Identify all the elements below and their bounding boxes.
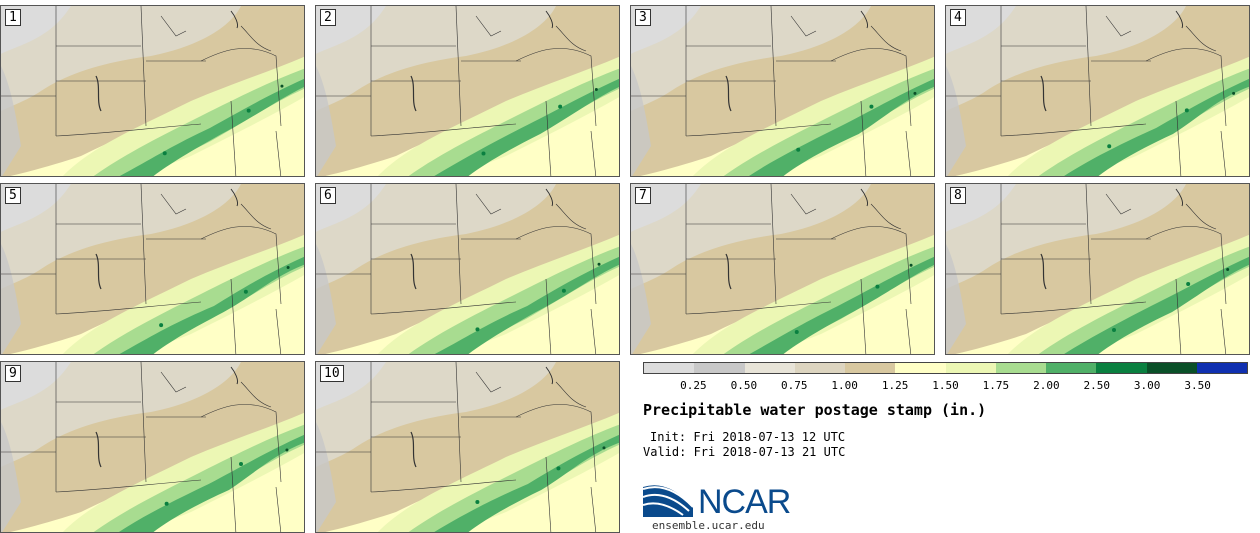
ensemble-member-panel: 3	[630, 5, 935, 177]
legend-tick-label: 3.50	[1184, 379, 1211, 392]
ensemble-member-panel: 1	[0, 5, 305, 177]
legend-tick-label: 0.50	[730, 379, 758, 392]
precipitable-water-map	[316, 362, 619, 532]
precipitable-water-map	[631, 184, 934, 354]
chart-title: Precipitable water postage stamp (in.)	[643, 401, 987, 419]
precipitable-water-map	[1, 362, 304, 532]
precipitable-water-map	[1, 6, 304, 176]
ensemble-member-panel: 5	[0, 183, 305, 355]
precipitable-water-map	[946, 6, 1249, 176]
legend-tick-label: 0.25	[680, 379, 707, 392]
legend-tick-label: 1.50	[932, 379, 959, 392]
precipitable-water-map	[631, 6, 934, 176]
legend-swatch	[995, 363, 1046, 373]
legend-tick-labels: 0.25 0.50 0.75 1.00 1.25 1.50 1.75 2.00 2.50 3.00…	[643, 379, 1248, 393]
ensemble-member-panel: 9	[0, 361, 305, 533]
member-number-label: 2	[320, 9, 336, 26]
legend-swatch	[1096, 363, 1147, 373]
logo-url: ensemble.ucar.edu	[652, 519, 765, 532]
legend-tick-label: 3.00	[1133, 379, 1161, 392]
valid-time: Valid: Fri 2018-07-13 21 UTC	[643, 445, 846, 459]
legend-swatch	[1046, 363, 1097, 373]
member-number-label: 5	[5, 187, 21, 204]
ensemble-member-panel: 8	[945, 183, 1250, 355]
member-number-label: 4	[950, 9, 966, 26]
color-legend-bar	[643, 362, 1248, 374]
legend-swatch	[694, 363, 745, 373]
legend-tick-label: 1.25	[881, 379, 909, 392]
legend-tick-label: 1.00	[831, 379, 858, 392]
legend-swatch	[1196, 363, 1247, 373]
precipitable-water-map	[316, 184, 619, 354]
member-number-label: 8	[950, 187, 966, 204]
legend-swatch	[1146, 363, 1197, 373]
ensemble-member-panel: 10	[315, 361, 620, 533]
logo-wordmark: NCAR	[698, 483, 791, 521]
legend-swatch	[895, 363, 946, 373]
legend-tick-label: 2.00	[1033, 379, 1060, 392]
ensemble-member-panel: 4	[945, 5, 1250, 177]
legend-tick-label: 0.75	[781, 379, 808, 392]
ensemble-member-panel: 7	[630, 183, 935, 355]
ncar-logo-icon	[643, 485, 694, 517]
legend-tick-label: 2.50	[1083, 379, 1111, 392]
legend-swatch	[845, 363, 896, 373]
legend-swatch	[794, 363, 845, 373]
precipitable-water-map	[316, 6, 619, 176]
member-number-label: 9	[5, 365, 21, 382]
precipitable-water-map	[1, 184, 304, 354]
legend-swatch	[644, 363, 695, 373]
member-number-label: 6	[320, 187, 336, 204]
init-time: Init: Fri 2018-07-13 12 UTC	[650, 430, 846, 444]
member-number-label: 1	[5, 9, 21, 26]
legend-swatch	[945, 363, 996, 373]
legend-tick-label: 1.75	[982, 379, 1010, 392]
ensemble-member-panel: 2	[315, 5, 620, 177]
ensemble-member-panel: 6	[315, 183, 620, 355]
member-number-label: 7	[635, 187, 651, 204]
precipitable-water-map	[946, 184, 1249, 354]
legend-swatch	[744, 363, 795, 373]
member-number-label: 3	[635, 9, 651, 26]
member-number-label: 10	[320, 365, 344, 382]
